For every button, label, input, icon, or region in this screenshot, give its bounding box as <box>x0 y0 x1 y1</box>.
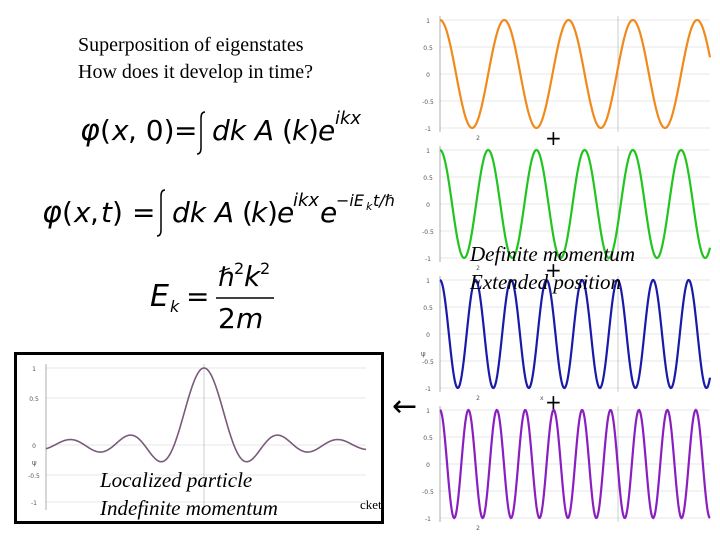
y-tick-label: 1 <box>426 148 430 155</box>
x-tick-label: 2 <box>476 135 480 142</box>
svg-text:x: x <box>111 114 129 147</box>
plus-sign-2: + <box>545 258 562 282</box>
plot-purple-wave: 1 0.5 0 -0.5 -1 2 <box>422 406 711 532</box>
plot-blue-wave: 1 0.5 0 -0.5 -1 2 ψ x <box>421 276 712 402</box>
equation-energy: E k = ℏ 2 k 2 2 m <box>150 259 274 335</box>
svg-text:(: ( <box>242 196 253 229</box>
caption-right-line-1: Definite momentum <box>470 242 636 266</box>
svg-text:=: = <box>186 280 209 313</box>
caption-left-line-2: Indefinite momentum <box>100 496 278 520</box>
wave-curve <box>439 18 712 130</box>
y-tick-label: 0.5 <box>423 175 433 182</box>
x-tick-label: 2 <box>476 265 480 272</box>
svg-text:e: e <box>277 196 294 229</box>
y-tick-label: 0.5 <box>423 45 433 52</box>
y-tick-label: 0 <box>426 332 430 339</box>
y-tick-label: 0.5 <box>423 305 433 312</box>
svg-text:t/ℏ: t/ℏ <box>373 191 395 210</box>
y-tick-label: -0.5 <box>28 473 40 480</box>
x-tick-label: 2 <box>476 395 480 402</box>
plot-green-wave: 1 0.5 0 -0.5 -1 2 <box>422 146 712 272</box>
y-tick-label: -1 <box>31 500 37 507</box>
y-tick-label: 0 <box>426 72 430 79</box>
x-tick-label: 2 <box>476 525 480 532</box>
svg-text:E: E <box>150 279 169 314</box>
y-axis-label: ψ <box>421 350 426 358</box>
y-tick-label: -0.5 <box>422 489 434 496</box>
y-tick-label: -0.5 <box>422 359 434 366</box>
y-tick-label: 1 <box>426 18 430 25</box>
wave-curve <box>439 148 712 260</box>
svg-text:=: = <box>132 196 155 229</box>
y-tick-label: 0.5 <box>423 435 433 442</box>
wave-curve <box>439 278 712 390</box>
y-tick-label: 1 <box>426 278 430 285</box>
y-tick-label: 0 <box>426 202 430 209</box>
packet-frame <box>14 352 384 524</box>
left-arrow-icon: ← <box>392 389 418 424</box>
wave-packet-plot: 1 0.5 0 -0.5 -1 ψ <box>14 352 384 524</box>
caption-localized-particle: Localized particle Indefinite momentum <box>100 466 278 522</box>
equation-phi-x-t: φ ( x , t ) = dk A ( k ) e ikx e −iE k t… <box>42 189 395 237</box>
y-tick-label: 0 <box>32 443 36 450</box>
svg-text:x: x <box>73 196 91 229</box>
svg-text:k: k <box>292 114 310 147</box>
y-tick-label: -0.5 <box>422 99 434 106</box>
y-tick-label: -1 <box>425 386 431 393</box>
y-tick-label: 1 <box>426 408 430 415</box>
svg-text:k: k <box>251 196 269 229</box>
y-tick-label: -1 <box>425 126 431 133</box>
svg-text:k: k <box>244 260 262 293</box>
caption-definite-momentum: Definite momentum Extended position <box>470 240 635 296</box>
svg-text:(: ( <box>62 196 73 229</box>
wave-curve <box>439 408 711 520</box>
svg-text:,: , <box>90 196 99 229</box>
y-axis-label: ψ <box>32 459 37 467</box>
svg-text:m: m <box>236 302 263 335</box>
plus-sign-3: + <box>545 390 562 414</box>
svg-text:2: 2 <box>218 302 236 335</box>
svg-text:ℏ: ℏ <box>218 263 234 293</box>
svg-text:φ: φ <box>80 113 100 148</box>
svg-text:2: 2 <box>234 259 244 278</box>
svg-text:−iE: −iE <box>336 191 365 210</box>
slide-title: Superposition of eigenstates How does it… <box>78 32 408 86</box>
svg-text:): ) <box>308 114 319 147</box>
y-tick-label: 1 <box>32 366 36 373</box>
svg-text:(: ( <box>100 114 111 147</box>
plot-orange-wave: 1 0.5 0 -0.5 -1 2 <box>422 16 712 142</box>
y-tick-label: -1 <box>425 516 431 523</box>
svg-text:e: e <box>320 196 337 229</box>
svg-text:(: ( <box>282 114 293 147</box>
wave-plots: 1 0.5 0 -0.5 -1 2 1 0.5 0 -0.5 -1 2 1 0.5 0 -0.5 -1 2 ψ x 1 0… <box>421 16 712 532</box>
caption-left-line-1: Localized particle <box>100 468 253 492</box>
equation-phi-x-0: φ ( x , 0) = dk A ( k ) e ikx <box>80 108 361 155</box>
svg-text:2: 2 <box>260 259 270 278</box>
y-tick-label: -1 <box>425 256 431 263</box>
svg-text:e: e <box>318 114 335 147</box>
svg-text:φ: φ <box>42 195 62 230</box>
title-line-2: How does it develop in time? <box>78 61 313 83</box>
packet-label-fragment: cket <box>360 497 382 512</box>
y-tick-label: 0.5 <box>29 396 39 403</box>
caption-right-line-2: Extended position <box>470 270 622 294</box>
svg-text:k: k <box>170 297 180 316</box>
svg-text:dk A: dk A <box>212 114 274 147</box>
svg-text:, 0): , 0) <box>128 114 175 147</box>
svg-text:k: k <box>366 200 373 213</box>
svg-text:): ) <box>112 196 123 229</box>
title-line-1: Superposition of eigenstates <box>78 34 304 56</box>
plus-sign-1: + <box>545 126 562 150</box>
svg-text:dk A: dk A <box>172 196 234 229</box>
packet-curve <box>45 367 367 463</box>
y-tick-label: 0 <box>426 462 430 469</box>
svg-text:ikx: ikx <box>335 108 361 129</box>
svg-text:ikx: ikx <box>293 190 319 211</box>
svg-text:): ) <box>267 196 278 229</box>
y-tick-label: -0.5 <box>422 229 434 236</box>
x-axis-label: x <box>540 395 544 402</box>
svg-text:=: = <box>174 114 197 147</box>
svg-text:t: t <box>101 196 113 229</box>
